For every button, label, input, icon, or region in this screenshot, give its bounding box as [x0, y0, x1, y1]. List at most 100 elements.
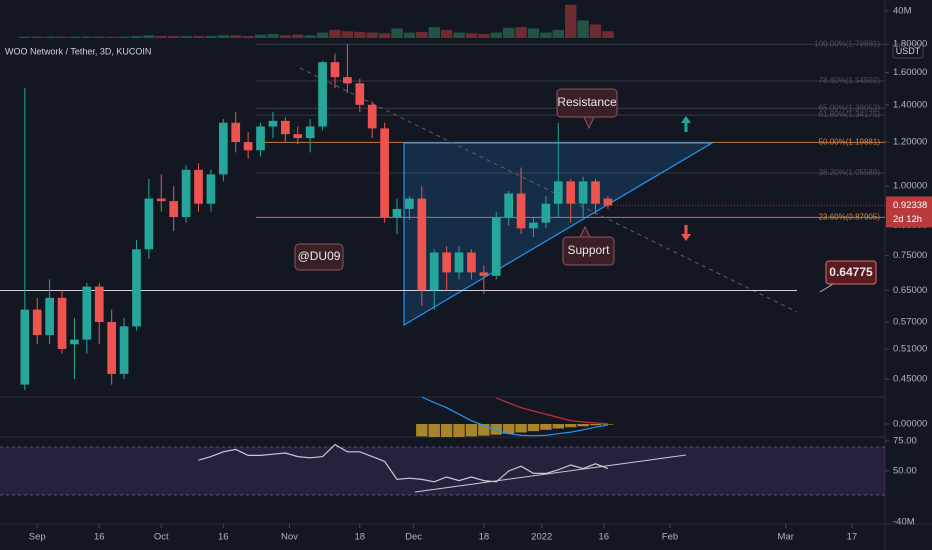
volume-bar [230, 35, 242, 38]
volume-bar [93, 36, 105, 38]
candle-body [454, 252, 464, 273]
candle-body [144, 198, 154, 250]
volume-bar [180, 35, 192, 38]
macd-histogram-bar [490, 423, 502, 435]
macd-histogram-bar [478, 423, 490, 436]
macd-line [421, 396, 609, 437]
signal-line [496, 397, 608, 425]
candle-body [70, 339, 79, 345]
callout-box [825, 260, 877, 285]
rsi-tick-label: 75.00 [893, 435, 917, 446]
volume-tick-label: 40M [893, 5, 912, 16]
candle-body [367, 104, 377, 129]
macd-histogram-bar [602, 423, 614, 425]
callout-text: @DU09 [298, 249, 341, 263]
candle-body [231, 122, 241, 143]
macd-histogram-bar [428, 423, 440, 437]
candle-body [603, 198, 613, 206]
candle-body [45, 297, 54, 336]
volume-bar [43, 36, 56, 38]
volume-bar [279, 35, 292, 38]
candle-body [132, 249, 141, 327]
macd-histogram-bar [527, 423, 540, 432]
rsi-tick-label: 50.00 [893, 465, 917, 476]
axis-layer: 1.800001.600001.400001.200001.000000.850… [29, 5, 932, 543]
rsi-line [198, 443, 609, 483]
candle-body [343, 77, 352, 84]
macd-histogram-bar [453, 423, 465, 437]
volume-bar [577, 20, 589, 38]
author-callout: @DU09 [294, 243, 344, 271]
volume-axis-note: -40M [893, 517, 915, 528]
volume-bar [292, 34, 304, 38]
candle-body [119, 326, 129, 374]
volume-bar [217, 35, 230, 38]
volume-bar [428, 27, 440, 38]
y-tick-label: 0.45000 [893, 374, 927, 385]
macd-tick-label: 0.00000 [893, 419, 927, 430]
chart-title: WOO Network / Tether, 3D, KUCOIN [5, 46, 151, 56]
volume-bar [304, 35, 316, 38]
up-arrow [681, 116, 691, 132]
volume-bar [341, 31, 354, 38]
volume-bar [465, 33, 478, 38]
candle-body [243, 142, 253, 151]
rsi-band [0, 446, 885, 495]
candle-body [169, 201, 179, 218]
fib-label: 61.80%(1.34175) [819, 110, 881, 119]
callout-text: Support [567, 243, 610, 257]
x-tick-label: 16 [598, 532, 609, 543]
volume-bar [502, 27, 515, 38]
volume-bar [564, 4, 577, 38]
y-tick-label: 1.40000 [893, 99, 927, 110]
candle-body [293, 134, 303, 139]
candle-body [20, 309, 30, 385]
candle-body [429, 252, 439, 291]
volume-bar [602, 31, 614, 38]
y-tick-label: 1.80000 [893, 39, 927, 50]
y-tick-label: 0.51000 [893, 343, 927, 354]
volume-bar [478, 33, 490, 38]
last-price-badge [886, 196, 932, 228]
volume-bar [552, 29, 564, 38]
y-tick-label: 1.60000 [893, 67, 927, 78]
arrow-shaft [684, 122, 688, 132]
volume-bar [416, 31, 428, 38]
candle-body [553, 181, 563, 204]
volume-bar [267, 33, 279, 38]
candle-body [107, 322, 117, 374]
candle-body [218, 122, 228, 175]
volume-bar [316, 32, 329, 38]
x-tick-label: 16 [218, 532, 229, 543]
last-price-label: 0.92338 [893, 200, 927, 211]
callout-pointer [579, 225, 591, 238]
x-tick-label: 18 [479, 532, 490, 543]
x-tick-label: Nov [281, 532, 298, 543]
fib-label: 23.60%(0.87905) [819, 212, 881, 221]
y-tick-label: 0.75000 [893, 250, 927, 261]
candle-body [504, 193, 514, 218]
candle-body [541, 203, 551, 223]
volume-bar [329, 29, 341, 38]
volume-bar [155, 35, 167, 38]
macd-histogram-bar [515, 423, 527, 433]
volume-bar [354, 31, 366, 38]
candle-body [566, 181, 576, 204]
candle-body [516, 193, 526, 229]
candle-body [529, 222, 538, 229]
volume-bar [143, 35, 155, 38]
x-tick-label: Oct [154, 532, 169, 543]
x-tick-label: 16 [94, 532, 105, 543]
candle-body [256, 126, 265, 151]
fib-label: 38.20%(1.05589) [819, 168, 881, 177]
volume-bar [118, 36, 130, 38]
target-callout: 0.64775 [819, 260, 877, 293]
rsi-trend-line [414, 454, 687, 493]
candle-body [156, 198, 166, 202]
candle-body [94, 286, 104, 323]
fib-label: 78.60%(1.54502) [819, 76, 881, 85]
callout-text: Resistance [557, 95, 617, 109]
y-tick-label: 0.57000 [893, 317, 927, 328]
y-tick-label: 0.65000 [893, 285, 927, 296]
